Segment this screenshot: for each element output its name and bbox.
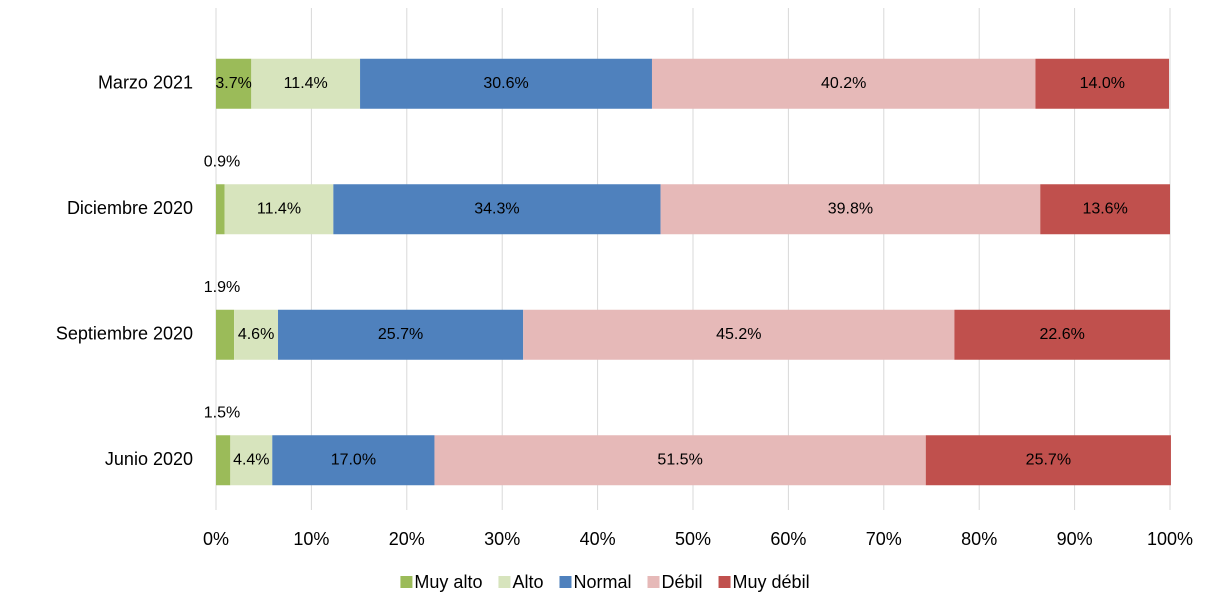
bar-segment (234, 309, 279, 360)
data-label: 0.9% (204, 153, 240, 170)
x-tick-label: 10% (293, 529, 329, 549)
bar-segment (660, 184, 1041, 235)
bar-segment (216, 309, 235, 360)
data-label: 11.4% (284, 75, 328, 92)
bar-segment (1040, 184, 1170, 235)
x-tick-label: 80% (961, 529, 997, 549)
x-tick-label: 20% (389, 529, 425, 549)
bar-segment (272, 435, 435, 486)
bar-segment (333, 184, 661, 235)
legend-swatch (647, 576, 660, 588)
data-label: 45.2% (716, 326, 761, 343)
data-label: 51.5% (657, 451, 702, 468)
bar-segment (360, 58, 652, 109)
y-tick-label: Diciembre 2020 (67, 198, 193, 218)
data-label: 39.8% (828, 200, 873, 217)
legend-label: Alto (512, 572, 543, 592)
data-label: 11.4% (257, 200, 301, 217)
x-tick-label: 60% (770, 529, 806, 549)
bar-segment (216, 435, 231, 486)
bar-segment (651, 58, 1036, 109)
legend-label: Muy débil (733, 572, 810, 592)
bar-segment (251, 58, 361, 109)
data-label: 30.6% (483, 75, 528, 92)
x-tick-label: 90% (1057, 529, 1093, 549)
data-label: 14.0% (1080, 75, 1125, 92)
legend-swatch (400, 576, 413, 588)
x-tick-label: 70% (866, 529, 902, 549)
legend-swatch (559, 576, 572, 588)
bar-segment (925, 435, 1171, 486)
bar-segment (230, 435, 273, 486)
bar-segment (216, 58, 252, 109)
legend-swatch (718, 576, 731, 588)
bar-segment (216, 184, 225, 235)
bar-segment (954, 309, 1170, 360)
x-tick-label: 30% (484, 529, 520, 549)
legend-label: Débil (662, 572, 703, 592)
data-label: 3.7% (215, 75, 251, 92)
y-tick-label: Septiembre 2020 (56, 324, 193, 344)
data-label: 40.2% (821, 75, 866, 92)
y-tick-label: Marzo 2021 (98, 73, 193, 93)
legend-swatch (498, 576, 511, 588)
data-label: 17.0% (331, 451, 376, 468)
bar-segment (1035, 58, 1170, 109)
bar-segment (523, 309, 955, 360)
data-label: 4.6% (238, 326, 274, 343)
data-label: 25.7% (378, 326, 423, 343)
y-tick-label: Junio 2020 (105, 449, 193, 469)
legend-label: Normal (573, 572, 631, 592)
bar-segment (224, 184, 334, 235)
x-tick-label: 100% (1147, 529, 1193, 549)
bar-segment (278, 309, 524, 360)
x-tick-label: 50% (675, 529, 711, 549)
legend-label: Muy alto (414, 572, 482, 592)
bar-segment (434, 435, 926, 486)
x-tick-label: 0% (203, 529, 229, 549)
data-label: 34.3% (474, 200, 519, 217)
data-label: 22.6% (1040, 326, 1085, 343)
data-label: 4.4% (233, 451, 269, 468)
data-label: 25.7% (1026, 451, 1071, 468)
data-label: 1.5% (204, 404, 240, 421)
data-label: 1.9% (204, 279, 240, 296)
x-tick-label: 40% (580, 529, 616, 549)
data-label: 13.6% (1082, 200, 1127, 217)
